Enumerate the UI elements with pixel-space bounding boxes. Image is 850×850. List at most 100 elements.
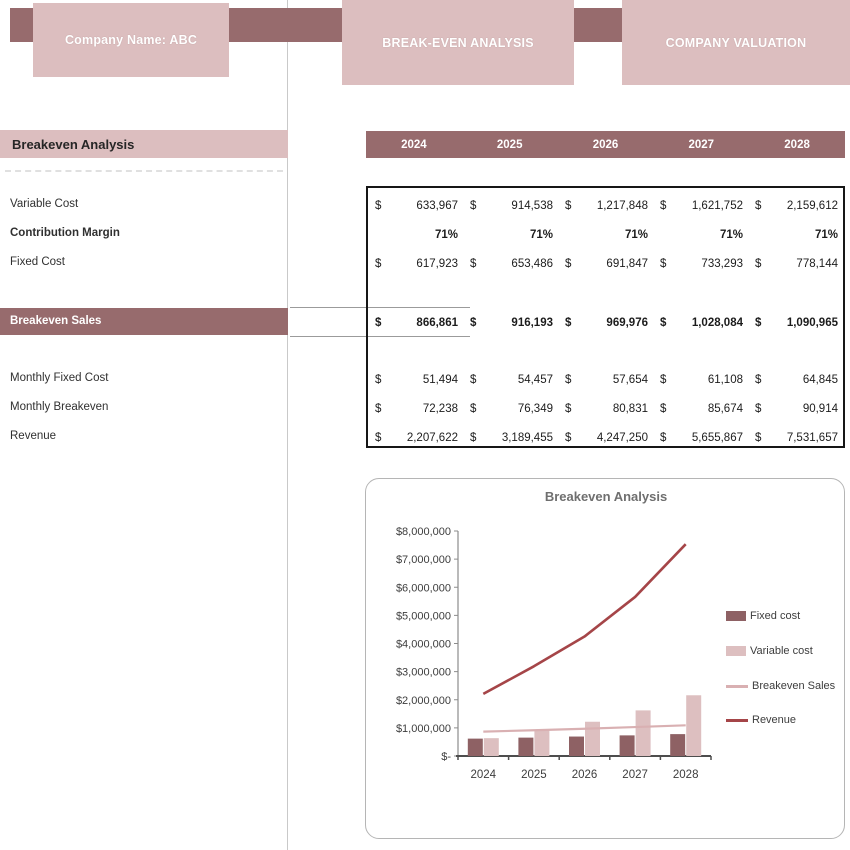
y-tick-label: $3,000,000 <box>396 667 451 679</box>
cell-monthly-breakeven-2024[interactable]: $72,238 <box>368 399 463 419</box>
cell-value: 866,861 <box>416 317 458 329</box>
cell-breakeven-sales-2027[interactable]: $1,028,084 <box>653 313 748 333</box>
row-label-monthly-breakeven[interactable]: Monthly Breakeven <box>10 401 109 413</box>
tab-company-valuation[interactable]: COMPANY VALUATION <box>622 0 850 85</box>
currency-symbol: $ <box>470 317 477 329</box>
y-tick-label: $2,000,000 <box>396 695 451 707</box>
currency-symbol: $ <box>660 432 667 444</box>
cell-value: 5,655,867 <box>691 432 743 444</box>
x-axis-label-2027: 2027 <box>622 769 648 781</box>
line-breakeven-sales <box>483 724 686 733</box>
row-label-monthly-fixed-cost[interactable]: Monthly Fixed Cost <box>10 372 109 384</box>
cell-revenue-2025[interactable]: $3,189,455 <box>463 428 558 448</box>
year-header-2025[interactable]: 2025 <box>496 138 523 151</box>
cell-value: 71% <box>434 229 458 241</box>
table-row-monthly-fixed-cost: $51,494 $54,457 $57,654 $61,108 $64,845 <box>368 370 843 390</box>
cell-breakeven-sales-2028[interactable]: $1,090,965 <box>748 313 843 333</box>
breakeven-row-bottom-border <box>290 336 470 337</box>
cell-fixed-cost-2026[interactable]: $691,847 <box>558 254 653 274</box>
currency-symbol: $ <box>660 200 667 212</box>
year-header-2027[interactable]: 2027 <box>688 138 715 151</box>
year-header-2026[interactable]: 2026 <box>592 138 619 151</box>
cell-contribution-margin-2028[interactable]: 71% <box>748 225 843 245</box>
row-label-contribution-margin[interactable]: Contribution Margin <box>10 227 120 239</box>
currency-symbol: $ <box>755 374 762 386</box>
currency-symbol: $ <box>470 374 477 386</box>
breakeven-chart[interactable]: Breakeven Analysis $- $1,000,000 $2,000,000… <box>365 478 845 839</box>
cell-revenue-2024[interactable]: $2,207,622 <box>368 428 463 448</box>
currency-symbol: $ <box>755 432 762 444</box>
currency-symbol: $ <box>660 374 667 386</box>
cell-variable-cost-2027[interactable]: $1,621,752 <box>653 196 748 216</box>
cell-monthly-breakeven-2028[interactable]: $90,914 <box>748 399 843 419</box>
table-row-breakeven-sales: $866,861 $916,193 $969,976 $1,028,084 $1,090… <box>368 313 843 333</box>
cell-monthly-fixed-cost-2027[interactable]: $61,108 <box>653 370 748 390</box>
cell-value: 3,189,455 <box>501 432 553 444</box>
cell-variable-cost-2026[interactable]: $1,217,848 <box>558 196 653 216</box>
cell-value: 778,144 <box>796 258 838 270</box>
cell-value: 85,674 <box>707 403 743 415</box>
cell-monthly-fixed-cost-2026[interactable]: $57,654 <box>558 370 653 390</box>
dashed-gridline <box>5 170 283 172</box>
cell-revenue-2027[interactable]: $5,655,867 <box>653 428 748 448</box>
cell-breakeven-sales-2025[interactable]: $916,193 <box>463 313 558 333</box>
currency-symbol: $ <box>565 374 572 386</box>
currency-symbol: $ <box>660 258 667 270</box>
bar-variable-cost-2024 <box>483 738 499 756</box>
year-header-2024[interactable]: 2024 <box>401 138 427 151</box>
bar-fixed-cost-2025 <box>518 737 534 756</box>
legend-item-variable-cost: Variable cost <box>726 645 813 657</box>
cell-variable-cost-2024[interactable]: $633,967 <box>368 196 463 216</box>
cell-breakeven-sales-2024[interactable]: $866,861 <box>368 313 463 333</box>
currency-symbol: $ <box>755 258 762 270</box>
cell-monthly-breakeven-2027[interactable]: $85,674 <box>653 399 748 419</box>
cell-breakeven-sales-2026[interactable]: $969,976 <box>558 313 653 333</box>
currency-symbol: $ <box>375 374 382 386</box>
cell-revenue-2026[interactable]: $4,247,250 <box>558 428 653 448</box>
cell-monthly-breakeven-2025[interactable]: $76,349 <box>463 399 558 419</box>
bar-variable-cost-2026 <box>585 721 600 756</box>
cell-monthly-fixed-cost-2028[interactable]: $64,845 <box>748 370 843 390</box>
cell-value: 653,486 <box>511 258 553 270</box>
cell-value: 1,028,084 <box>691 317 743 329</box>
cell-monthly-fixed-cost-2025[interactable]: $54,457 <box>463 370 558 390</box>
cell-revenue-2028[interactable]: $7,531,657 <box>748 428 843 448</box>
row-label-variable-cost[interactable]: Variable Cost <box>10 198 79 210</box>
y-tick-label: $7,000,000 <box>396 554 451 566</box>
bar-fixed-cost-2024 <box>467 738 483 756</box>
cell-fixed-cost-2028[interactable]: $778,144 <box>748 254 843 274</box>
cell-value: 2,159,612 <box>786 200 838 212</box>
currency-symbol: $ <box>755 317 762 329</box>
legend-label: Fixed cost <box>750 610 801 622</box>
tab-company-name[interactable]: Company Name: ABC <box>33 3 229 77</box>
cell-monthly-breakeven-2026[interactable]: $80,831 <box>558 399 653 419</box>
currency-symbol: $ <box>375 258 382 270</box>
column-divider-line <box>287 0 288 850</box>
table-row-fixed-cost: $617,923 $653,486 $691,847 $733,293 $778,144 <box>368 254 843 274</box>
row-label-revenue[interactable]: Revenue <box>10 430 57 442</box>
bar-variable-cost-2027 <box>635 710 651 756</box>
cell-value: 61,108 <box>707 374 743 386</box>
cell-contribution-margin-2025[interactable]: 71% <box>463 225 558 245</box>
currency-symbol: $ <box>660 317 667 329</box>
y-tick-label: $6,000,000 <box>396 582 451 594</box>
cell-contribution-margin-2024[interactable]: 71% <box>368 225 463 245</box>
cell-contribution-margin-2027[interactable]: 71% <box>653 225 748 245</box>
year-header-2028[interactable]: 2028 <box>784 138 810 151</box>
currency-symbol: $ <box>755 200 762 212</box>
cell-fixed-cost-2025[interactable]: $653,486 <box>463 254 558 274</box>
cell-variable-cost-2025[interactable]: $914,538 <box>463 196 558 216</box>
cell-value: 2,207,622 <box>406 432 458 444</box>
cell-monthly-fixed-cost-2024[interactable]: $51,494 <box>368 370 463 390</box>
legend-item-revenue: Revenue <box>726 714 796 726</box>
cell-fixed-cost-2024[interactable]: $617,923 <box>368 254 463 274</box>
tab-break-even-analysis[interactable]: BREAK-EVEN ANALYSIS <box>342 0 574 85</box>
cell-contribution-margin-2026[interactable]: 71% <box>558 225 653 245</box>
legend-line-swatch-breakeven-sales <box>726 684 748 688</box>
row-label-fixed-cost[interactable]: Fixed Cost <box>10 256 65 268</box>
year-header-row: 2024 2025 2026 2027 2028 <box>366 131 845 158</box>
section-title-breakeven-analysis: Breakeven Analysis <box>0 130 288 158</box>
cell-fixed-cost-2027[interactable]: $733,293 <box>653 254 748 274</box>
cell-variable-cost-2028[interactable]: $2,159,612 <box>748 196 843 216</box>
cell-value: 54,457 <box>517 374 553 386</box>
